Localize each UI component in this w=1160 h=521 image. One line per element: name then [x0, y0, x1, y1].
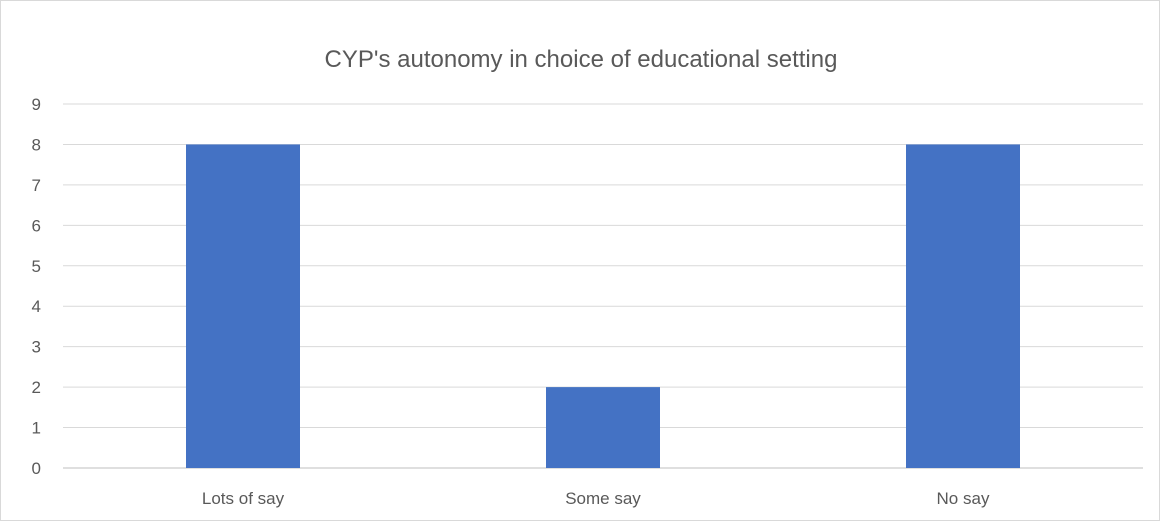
- y-tick-label: 7: [32, 176, 41, 195]
- y-tick-label: 3: [32, 338, 41, 357]
- x-axis-labels: Lots of say Some say No say: [202, 489, 990, 508]
- x-category-label: Lots of say: [202, 489, 285, 508]
- bars: [186, 144, 1020, 468]
- chart-title: CYP's autonomy in choice of educational …: [325, 46, 838, 73]
- x-category-label: No say: [937, 489, 990, 508]
- y-tick-label: 2: [32, 378, 41, 397]
- y-tick-label: 0: [32, 459, 41, 478]
- y-tick-label: 9: [32, 95, 41, 114]
- bar-no-say: [906, 144, 1020, 468]
- x-category-label: Some say: [565, 489, 641, 508]
- y-tick-label: 5: [32, 257, 41, 276]
- y-tick-label: 1: [32, 419, 41, 438]
- bar-some-say: [546, 387, 660, 468]
- y-tick-label: 6: [32, 216, 41, 235]
- y-axis-ticks: 0 1 2 3 4 5 6 7 8 9: [32, 95, 41, 478]
- y-tick-label: 4: [32, 297, 41, 316]
- y-tick-label: 8: [32, 135, 41, 154]
- bar-lots-of-say: [186, 144, 300, 468]
